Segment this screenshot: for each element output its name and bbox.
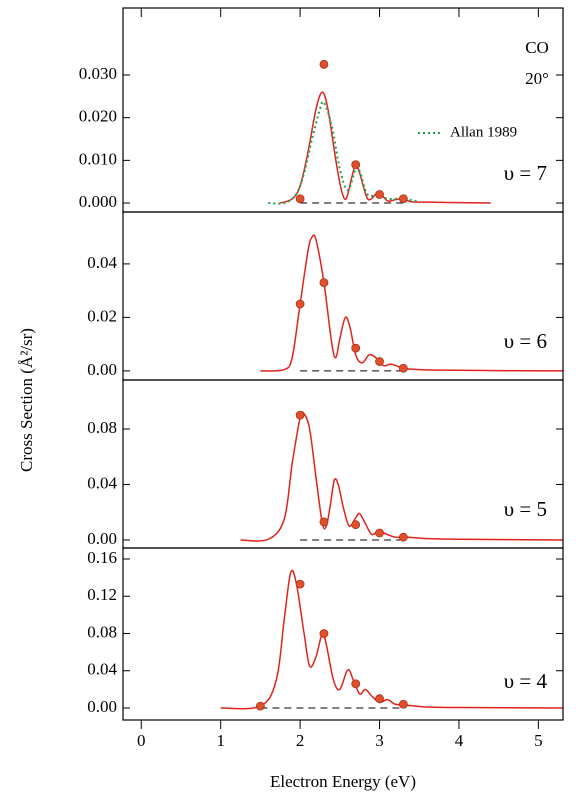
- data-point: [319, 278, 329, 288]
- y-tick-label: 0.020: [79, 107, 117, 126]
- data-point: [375, 694, 384, 704]
- x-tick-label: 4: [455, 731, 464, 750]
- data-point: [351, 520, 361, 530]
- x-tick-label: 5: [534, 731, 543, 750]
- data-point: [319, 629, 329, 638]
- annotation: 20°: [525, 69, 549, 88]
- y-tick-label: 0.030: [79, 64, 117, 83]
- data-point: [351, 679, 361, 689]
- y-tick-label: 0.02: [87, 306, 117, 325]
- panel-label: υ = 4: [504, 669, 548, 693]
- y-tick-label: 0.04: [87, 473, 117, 492]
- panel-label: υ = 6: [504, 329, 547, 353]
- x-axis-label: Electron Energy (eV): [270, 772, 416, 791]
- x-tick-label: 2: [296, 731, 305, 750]
- data-line: [268, 100, 420, 205]
- y-tick-label: 0.08: [87, 418, 117, 437]
- x-tick-label: 0: [137, 731, 146, 750]
- y-tick-label: 0.00: [87, 697, 117, 716]
- data-point: [295, 579, 305, 589]
- annotation: CO: [525, 38, 549, 57]
- y-tick-label: 0.04: [87, 660, 117, 679]
- y-tick-label: 0.00: [87, 529, 117, 548]
- panel-label: υ = 7: [504, 161, 547, 185]
- data-point: [319, 59, 329, 69]
- y-tick-label: 0.00: [87, 360, 117, 379]
- y-axis-label: Cross Section (Å²/sr): [17, 328, 36, 472]
- data-line: [220, 569, 563, 710]
- data-point: [351, 160, 361, 170]
- y-tick-label: 0.16: [87, 548, 117, 567]
- y-tick-label: 0.000: [79, 192, 117, 211]
- panel-frame: [122, 379, 564, 549]
- data-point: [398, 532, 408, 542]
- legend-label: Allan 1989: [450, 124, 517, 140]
- data-point: [375, 528, 384, 538]
- data-point: [295, 194, 305, 204]
- panel-frame: [122, 211, 564, 381]
- data-point: [398, 363, 408, 373]
- data-point: [351, 343, 361, 353]
- y-tick-label: 0.04: [87, 253, 117, 272]
- y-tick-label: 0.010: [79, 149, 117, 168]
- data-point: [398, 699, 408, 709]
- data-point: [319, 517, 329, 527]
- y-tick-label: 0.12: [87, 585, 117, 604]
- x-tick-label: 3: [375, 731, 384, 750]
- data-line: [280, 91, 491, 204]
- data-point: [398, 194, 408, 204]
- panel-label: υ = 5: [504, 497, 547, 521]
- data-point: [295, 410, 305, 420]
- y-tick-label: 0.08: [87, 622, 117, 641]
- data-point: [375, 357, 384, 366]
- x-tick-label: 1: [216, 731, 225, 750]
- data-point: [375, 190, 384, 199]
- data-point: [295, 299, 305, 309]
- data-point: [256, 701, 265, 711]
- data-line: [240, 411, 563, 542]
- panel-frame: [122, 547, 564, 721]
